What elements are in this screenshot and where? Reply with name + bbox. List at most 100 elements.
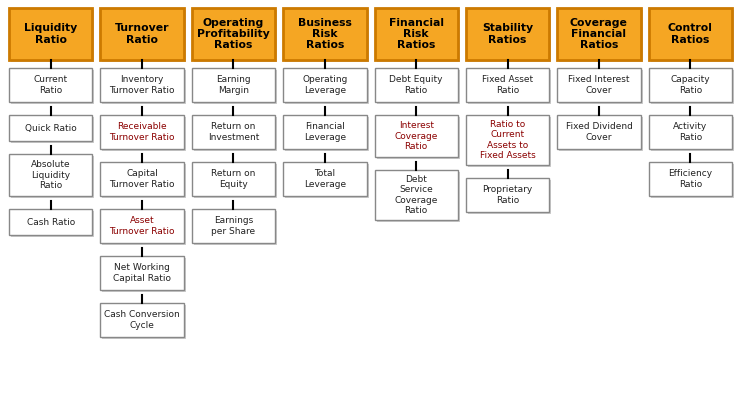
Text: Cash Conversion
Cycle: Cash Conversion Cycle [104,311,180,330]
FancyBboxPatch shape [468,10,551,62]
FancyBboxPatch shape [559,117,642,151]
Text: Fixed Dividend
Cover: Fixed Dividend Cover [565,122,632,142]
Text: Operating
Profitability
Ratios: Operating Profitability Ratios [197,18,270,50]
FancyBboxPatch shape [376,117,460,159]
FancyBboxPatch shape [102,10,186,62]
Text: Cash Ratio: Cash Ratio [27,218,75,227]
Text: Absolute
Liquidity
Ratio: Absolute Liquidity Ratio [31,160,70,190]
FancyBboxPatch shape [285,164,368,198]
FancyBboxPatch shape [100,162,184,196]
Text: Operating
Leverage: Operating Leverage [302,75,348,94]
Text: Earning
Margin: Earning Margin [216,75,250,94]
FancyBboxPatch shape [11,70,94,104]
FancyBboxPatch shape [193,10,277,62]
FancyBboxPatch shape [193,117,277,151]
FancyBboxPatch shape [374,68,458,102]
FancyBboxPatch shape [466,8,549,60]
Text: Liquidity
Ratio: Liquidity Ratio [24,23,77,44]
Text: Fixed Asset
Ratio: Fixed Asset Ratio [482,75,533,94]
FancyBboxPatch shape [102,258,186,292]
FancyBboxPatch shape [374,170,458,220]
FancyBboxPatch shape [651,117,734,151]
FancyBboxPatch shape [374,8,458,60]
FancyBboxPatch shape [100,115,184,149]
FancyBboxPatch shape [9,8,93,60]
FancyBboxPatch shape [193,211,277,245]
FancyBboxPatch shape [192,8,275,60]
FancyBboxPatch shape [651,164,734,198]
Text: Interest
Coverage
Ratio: Interest Coverage Ratio [394,122,438,150]
FancyBboxPatch shape [102,117,186,151]
Text: Efficiency
Ratio: Efficiency Ratio [668,169,712,189]
FancyBboxPatch shape [648,68,732,102]
Text: Control
Ratios: Control Ratios [668,23,713,44]
Text: Quick Ratio: Quick Ratio [24,124,76,133]
FancyBboxPatch shape [374,115,458,157]
FancyBboxPatch shape [283,8,367,60]
FancyBboxPatch shape [192,209,275,243]
Text: Return on
Equity: Return on Equity [211,169,256,189]
Text: Proprietary
Ratio: Proprietary Ratio [482,185,533,204]
Text: Total
Leverage: Total Leverage [304,169,346,189]
FancyBboxPatch shape [102,164,186,198]
FancyBboxPatch shape [557,115,641,149]
FancyBboxPatch shape [466,178,549,212]
FancyBboxPatch shape [376,70,460,104]
FancyBboxPatch shape [102,70,186,104]
Text: Fixed Interest
Cover: Fixed Interest Cover [568,75,630,94]
FancyBboxPatch shape [285,70,368,104]
Text: Financial
Risk
Ratios: Financial Risk Ratios [389,18,444,50]
FancyBboxPatch shape [466,68,549,102]
FancyBboxPatch shape [559,10,642,62]
FancyBboxPatch shape [9,115,93,141]
FancyBboxPatch shape [466,115,549,165]
FancyBboxPatch shape [376,172,460,222]
FancyBboxPatch shape [468,180,551,214]
Text: Asset
Turnover Ratio: Asset Turnover Ratio [110,216,175,236]
FancyBboxPatch shape [9,209,93,235]
FancyBboxPatch shape [9,154,93,196]
Text: Return on
Investment: Return on Investment [207,122,259,142]
Text: Debt
Service
Coverage
Ratio: Debt Service Coverage Ratio [394,176,438,215]
FancyBboxPatch shape [648,115,732,149]
Text: Capacity
Ratio: Capacity Ratio [671,75,710,94]
Text: Coverage
Financial
Ratios: Coverage Financial Ratios [570,18,628,50]
FancyBboxPatch shape [100,256,184,290]
FancyBboxPatch shape [285,117,368,151]
Text: Receivable
Turnover Ratio: Receivable Turnover Ratio [110,122,175,142]
FancyBboxPatch shape [193,70,277,104]
Text: Business
Risk
Ratios: Business Risk Ratios [298,18,352,50]
FancyBboxPatch shape [557,68,641,102]
FancyBboxPatch shape [100,209,184,243]
Text: Inventory
Turnover Ratio: Inventory Turnover Ratio [110,75,175,94]
FancyBboxPatch shape [648,162,732,196]
Text: Debt Equity
Ratio: Debt Equity Ratio [390,75,443,94]
FancyBboxPatch shape [100,8,184,60]
Text: Earnings
per Share: Earnings per Share [211,216,256,236]
FancyBboxPatch shape [648,8,732,60]
FancyBboxPatch shape [192,162,275,196]
FancyBboxPatch shape [468,117,551,167]
FancyBboxPatch shape [100,68,184,102]
Text: Turnover
Ratio: Turnover Ratio [115,23,169,44]
Text: Activity
Ratio: Activity Ratio [673,122,708,142]
FancyBboxPatch shape [9,68,93,102]
FancyBboxPatch shape [11,211,94,237]
FancyBboxPatch shape [102,211,186,245]
FancyBboxPatch shape [285,10,368,62]
FancyBboxPatch shape [192,68,275,102]
FancyBboxPatch shape [559,70,642,104]
Text: Current
Ratio: Current Ratio [33,75,67,94]
FancyBboxPatch shape [651,70,734,104]
FancyBboxPatch shape [193,164,277,198]
Text: Ratio to
Current
Assets to
Fixed Assets: Ratio to Current Assets to Fixed Assets [479,120,536,159]
FancyBboxPatch shape [283,162,367,196]
FancyBboxPatch shape [11,10,94,62]
FancyBboxPatch shape [283,68,367,102]
FancyBboxPatch shape [11,117,94,143]
FancyBboxPatch shape [192,115,275,149]
FancyBboxPatch shape [102,305,186,339]
Text: Financial
Leverage: Financial Leverage [304,122,346,142]
Text: Net Working
Capital Ratio: Net Working Capital Ratio [113,264,171,283]
Text: Stability
Ratios: Stability Ratios [482,23,533,44]
